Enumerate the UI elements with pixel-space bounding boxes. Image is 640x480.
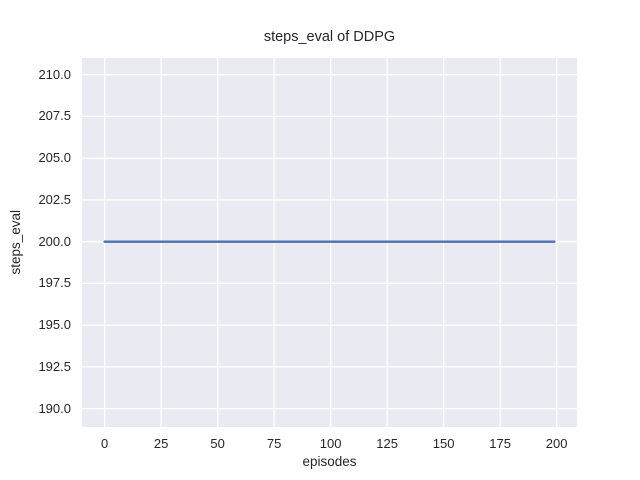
y-tick-label: 202.5 <box>38 191 71 207</box>
y-tick-label: 190.0 <box>38 400 71 416</box>
y-tick-label: 205.0 <box>38 150 71 166</box>
y-tick-label: 195.0 <box>38 317 71 333</box>
x-tick-label: 50 <box>210 436 225 451</box>
y-tick-label: 197.5 <box>38 275 71 291</box>
x-tick-label: 200 <box>545 436 568 451</box>
y-tick-label: 192.5 <box>38 358 71 374</box>
x-tick-label: 25 <box>153 436 169 451</box>
plot-area <box>82 58 577 427</box>
x-tick-label: 150 <box>432 436 455 451</box>
y-tick-label: 210.0 <box>38 66 71 82</box>
x-axis-label: episodes <box>302 454 357 469</box>
x-tick-label: 125 <box>376 436 398 451</box>
y-axis-label: steps_eval <box>4 58 26 427</box>
plot-canvas <box>82 58 577 427</box>
x-tick-label: 100 <box>319 436 342 451</box>
x-tick-label: 175 <box>489 436 511 451</box>
x-tick-label: 0 <box>100 436 109 451</box>
y-tick-label: 200.0 <box>38 233 71 249</box>
y-axis-label-text: steps_eval <box>7 210 23 275</box>
x-tick-label: 75 <box>266 436 282 451</box>
y-tick-label: 207.5 <box>38 108 71 124</box>
chart-title: steps_eval of DDPG <box>263 29 396 45</box>
